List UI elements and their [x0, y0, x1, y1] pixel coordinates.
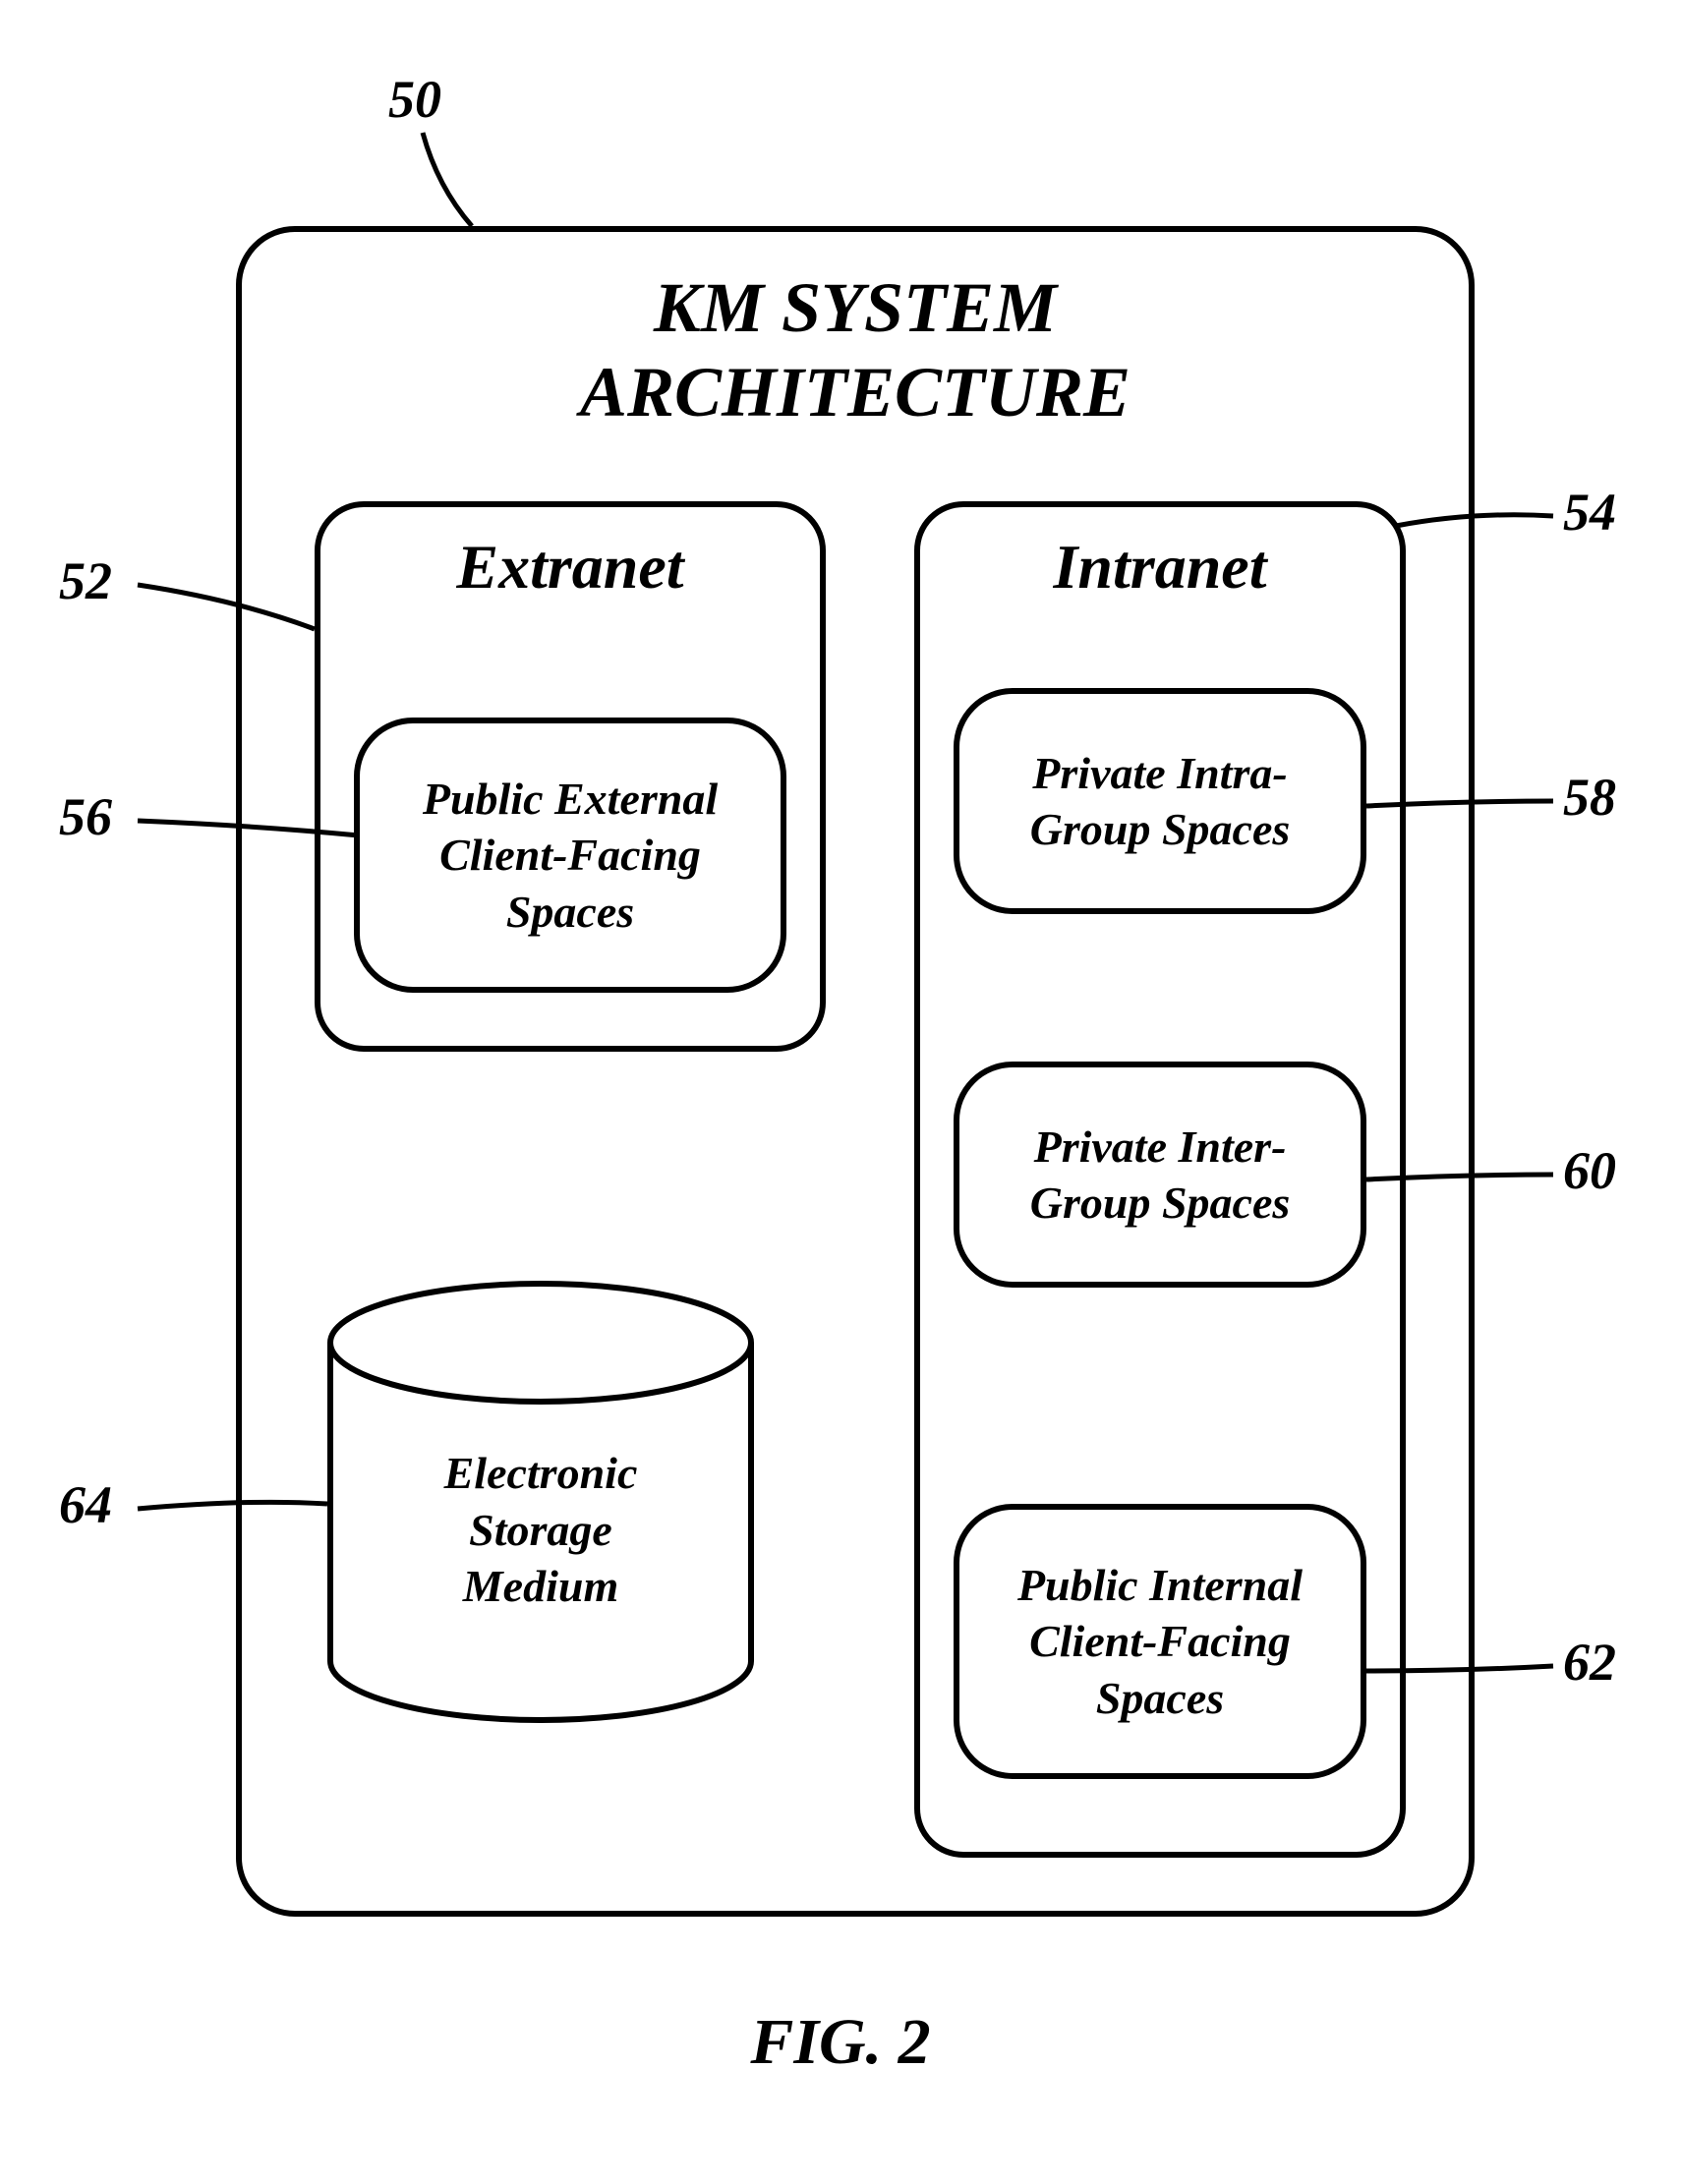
ref-58: 58: [1563, 767, 1616, 828]
ref-64: 64: [59, 1474, 112, 1535]
cyl-l3: Medium: [463, 1561, 618, 1611]
pill-ext-l2: Client-Facing: [439, 830, 701, 880]
main-title-line1: KM SYSTEM: [654, 268, 1057, 347]
extranet-title: Extranet: [315, 531, 826, 603]
storage-cylinder-label: Electronic Storage Medium: [324, 1445, 757, 1615]
intranet-title: Intranet: [914, 531, 1406, 603]
ref-50: 50: [388, 69, 441, 130]
main-title: KM SYSTEM ARCHITECTURE: [236, 265, 1475, 435]
pill-intra3-l2: Client-Facing: [1029, 1616, 1291, 1666]
pill-intra2-l1: Private Inter-: [1034, 1121, 1287, 1172]
pill-ext-l3: Spaces: [506, 887, 634, 937]
pill-intra1-l1: Private Intra-: [1032, 748, 1287, 798]
public-external-spaces-pill: Public External Client-Facing Spaces: [354, 718, 786, 993]
figure-caption: FIG. 2: [0, 2005, 1681, 2080]
pill-intra1-l2: Group Spaces: [1030, 804, 1291, 854]
ref-56: 56: [59, 786, 112, 847]
pill-intra3-l3: Spaces: [1096, 1673, 1224, 1723]
main-title-line2: ARCHITECTURE: [580, 353, 1130, 431]
cyl-l1: Electronic: [444, 1448, 638, 1498]
diagram-canvas: KM SYSTEM ARCHITECTURE Extranet Intranet…: [0, 0, 1681, 2184]
private-inter-group-pill: Private Inter- Group Spaces: [954, 1062, 1366, 1288]
ref-54: 54: [1563, 482, 1616, 543]
private-intra-group-pill: Private Intra- Group Spaces: [954, 688, 1366, 914]
pill-ext-l1: Public External: [423, 774, 718, 824]
cyl-l2: Storage: [469, 1505, 612, 1555]
pill-intra3-l1: Public Internal: [1017, 1560, 1303, 1610]
ref-62: 62: [1563, 1632, 1616, 1693]
ref-60: 60: [1563, 1140, 1616, 1201]
pill-intra2-l2: Group Spaces: [1030, 1178, 1291, 1228]
ref-52: 52: [59, 550, 112, 611]
public-internal-spaces-pill: Public Internal Client-Facing Spaces: [954, 1504, 1366, 1779]
